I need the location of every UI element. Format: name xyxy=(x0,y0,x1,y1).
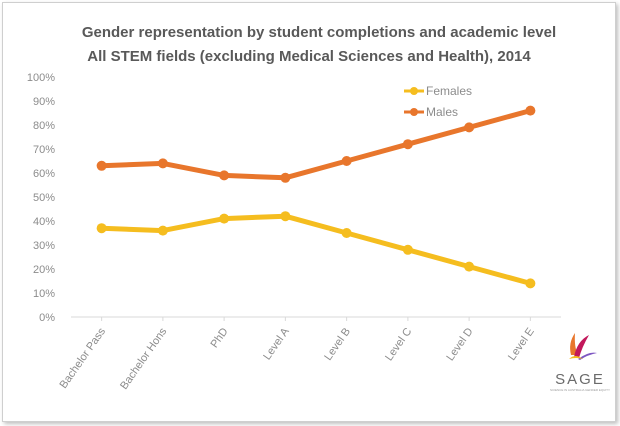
legend-item-males: Males xyxy=(404,105,458,119)
legend-label-females: Females xyxy=(426,84,472,98)
data-point-females xyxy=(402,244,413,255)
chart-title-line-2: All STEM fields (excluding Medical Scien… xyxy=(87,48,531,65)
y-tick-label: 100% xyxy=(27,72,55,84)
legend: Females Males xyxy=(404,84,472,119)
series-line-females xyxy=(99,213,533,286)
x-tick-label: Bachelor Pass xyxy=(58,325,109,390)
y-axis: 0% 10% 20% 30% 40% 50% 60% 70% 80% 90% 100% xyxy=(27,72,55,324)
y-tick-label: 30% xyxy=(33,240,55,252)
y-tick-label: 10% xyxy=(33,288,55,300)
x-tick-label: Level E xyxy=(506,326,537,363)
x-tick-label: Level D xyxy=(444,326,475,363)
data-point-males xyxy=(219,170,230,181)
data-point-males xyxy=(402,139,413,150)
y-tick-label: 50% xyxy=(33,192,55,204)
logo-subtitle: SCIENCE IN AUSTRALIA GENDER EQUITY xyxy=(550,388,610,392)
data-point-females xyxy=(525,278,536,289)
legend-swatch-males-marker xyxy=(410,108,418,116)
data-point-females xyxy=(280,211,291,222)
legend-label-males: Males xyxy=(426,105,458,119)
x-tick-label: Level B xyxy=(322,326,353,363)
y-tick-label: 80% xyxy=(33,120,55,132)
data-point-females xyxy=(219,213,230,224)
data-point-females xyxy=(96,223,107,234)
data-point-males xyxy=(157,158,168,169)
logo-wordmark: SAGE xyxy=(555,371,605,388)
series-line-males xyxy=(99,108,533,181)
data-point-females xyxy=(341,228,352,238)
y-tick-label: 0% xyxy=(39,312,55,324)
legend-swatch-females-marker xyxy=(410,87,418,95)
legend-item-females: Females xyxy=(404,84,472,98)
x-tick-label: Level C xyxy=(383,326,414,363)
data-point-females xyxy=(464,261,475,272)
x-tick-label: Level A xyxy=(261,325,292,362)
y-tick-label: 70% xyxy=(33,144,55,156)
y-tick-label: 40% xyxy=(33,216,55,228)
data-point-males xyxy=(96,160,107,171)
x-axis: Bachelor Pass Bachelor Hons PhD Level A Leve… xyxy=(58,317,537,392)
data-point-males xyxy=(464,122,475,133)
sage-logo-mark-icon xyxy=(569,333,597,360)
x-tick-label: Bachelor Hons xyxy=(118,325,170,391)
line-chart: Gender representation by student complet… xyxy=(27,24,610,392)
chart-frame: Gender representation by student complet… xyxy=(2,2,616,422)
sage-logo: SAGE SCIENCE IN AUSTRALIA GENDER EQUITY xyxy=(550,333,610,392)
data-point-females xyxy=(157,225,168,236)
data-point-males xyxy=(525,105,536,116)
series-group xyxy=(96,105,536,289)
data-point-males xyxy=(280,172,291,183)
y-tick-label: 90% xyxy=(33,96,55,108)
x-tick-label: PhD xyxy=(208,326,230,350)
chart-title-line-1: Gender representation by student complet… xyxy=(82,24,556,41)
y-tick-label: 20% xyxy=(33,264,55,276)
y-tick-label: 60% xyxy=(33,168,55,180)
data-point-males xyxy=(341,156,352,166)
